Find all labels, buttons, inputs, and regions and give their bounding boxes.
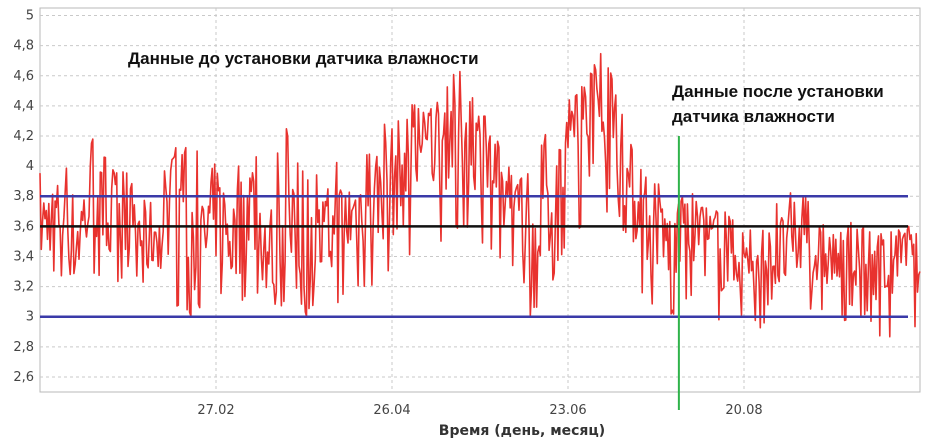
y-tick-label: 3 — [26, 310, 34, 325]
series-layer — [39, 52, 921, 338]
y-tick-label: 3,8 — [13, 189, 34, 204]
x-axis-ticks: 27.02 26.04 23.06 20.08 — [197, 403, 762, 418]
annotation-after-line2: датчика влажности — [672, 107, 835, 126]
y-tick-label: 4,2 — [13, 129, 34, 144]
x-tick-label: 23.06 — [549, 403, 586, 418]
annotation-before: Данные до установки датчика влажности — [128, 49, 479, 68]
y-tick-label: 4 — [26, 159, 34, 174]
series-line — [39, 52, 921, 338]
x-axis-label: Время (день, месяц) — [439, 423, 605, 439]
y-tick-label: 4,6 — [13, 69, 34, 84]
y-tick-label: 2,8 — [13, 340, 34, 355]
reference-lines — [40, 194, 908, 318]
annotation-after-line1: Данные после установки — [672, 82, 884, 101]
x-tick-label: 27.02 — [197, 403, 234, 418]
y-tick-label: 4,8 — [13, 39, 34, 54]
y-tick-label: 3,2 — [13, 280, 34, 295]
y-tick-label: 3,6 — [13, 219, 34, 234]
y-tick-label: 2,6 — [13, 370, 34, 385]
x-tick-label: 20.08 — [725, 403, 762, 418]
y-tick-label: 3,4 — [13, 249, 34, 264]
x-tick-label: 26.04 — [373, 403, 410, 418]
y-tick-label: 4,4 — [13, 99, 34, 114]
y-axis-ticks: 2,6 2,8 3 3,2 3,4 3,6 3,8 4 4,2 4,4 4,6 4,8 5 — [13, 9, 34, 385]
y-tick-label: 5 — [26, 9, 34, 24]
